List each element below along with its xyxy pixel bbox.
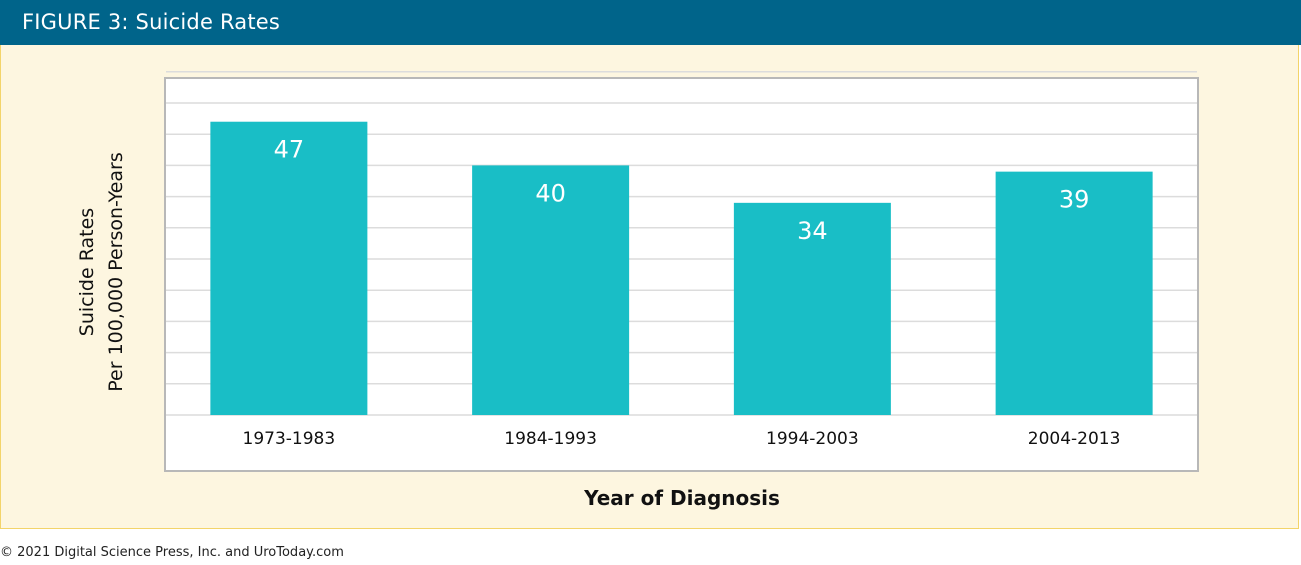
- x-tick-label: 1994-2003: [766, 429, 859, 449]
- y-axis-label-line-2: Per 100,000 Person-Years: [105, 152, 127, 392]
- y-axis-label: Suicide Rates Per 100,000 Person-Years: [73, 152, 131, 392]
- figure-header: FIGURE 3: Suicide Rates: [0, 0, 1301, 45]
- bar-1994-2003: [733, 202, 891, 415]
- bar-value-label: 34: [797, 217, 828, 245]
- bar-value-label: 47: [274, 136, 305, 164]
- figure-title: FIGURE 3: Suicide Rates: [22, 10, 281, 34]
- bar-2004-2013: [995, 171, 1153, 415]
- bar-1984-1993: [472, 165, 630, 415]
- y-axis-label-line-1: Suicide Rates: [76, 207, 98, 337]
- x-tick-label: 2004-2013: [1028, 429, 1121, 449]
- bar-value-label: 39: [1059, 186, 1090, 214]
- x-tick-label: 1973-1983: [243, 429, 336, 449]
- x-axis-label: Year of Diagnosis: [584, 486, 780, 510]
- copyright-notice: © 2021 Digital Science Press, Inc. and U…: [0, 545, 344, 560]
- bar-1973-1983: [210, 121, 368, 415]
- bar-value-label: 40: [535, 179, 566, 207]
- x-tick-label: 1984-1993: [504, 429, 597, 449]
